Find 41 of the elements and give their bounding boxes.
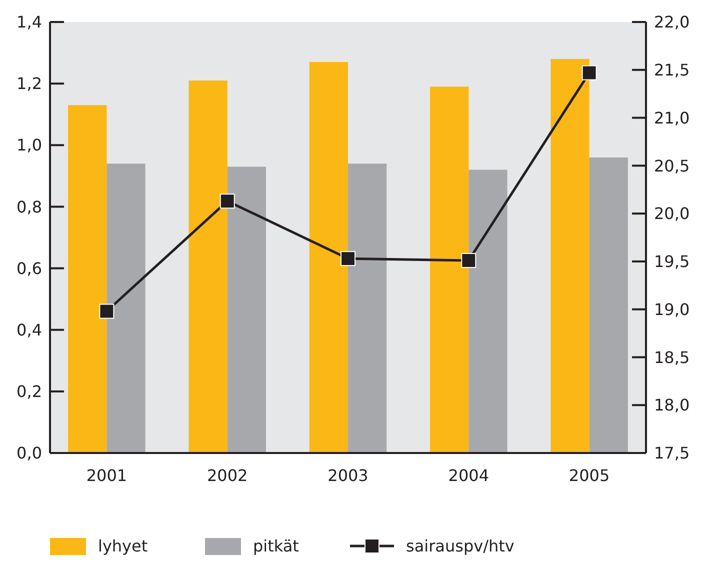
y-tick-label: 0,6 [16, 258, 42, 278]
bar [348, 164, 387, 453]
bar [430, 86, 469, 453]
y2-tick-label: 19,5 [654, 252, 690, 272]
bar [468, 170, 508, 453]
legend-label: pitkät [253, 536, 299, 556]
legend-label: lyhyet [98, 536, 148, 556]
point [461, 252, 476, 268]
y-tick-label: 1,0 [16, 136, 42, 155]
y2-tick-label: 21,0 [654, 108, 690, 128]
x-tick-label: 2003 [328, 466, 368, 485]
y2-tick-label: 17,5 [654, 444, 690, 463]
y-tick-label: 0,4 [16, 320, 42, 340]
bar [106, 164, 146, 453]
x-tick-label: 2004 [448, 466, 490, 485]
bar [550, 58, 590, 453]
legend-label: sairauspv/htv [406, 536, 514, 556]
y2-tick-label: 20,5 [654, 156, 690, 176]
y-tick-label: 0,8 [16, 197, 42, 216]
x-tick-label: 2005 [568, 466, 610, 485]
y2-tick-label: 22,0 [654, 12, 690, 32]
point [340, 251, 356, 266]
x-tick-label: 2002 [206, 466, 248, 485]
x-tick-label: 2001 [86, 466, 128, 485]
point [99, 304, 114, 319]
point [220, 194, 235, 209]
y-tick-label: 1,2 [16, 74, 42, 94]
y-tick-label: 0,2 [16, 382, 42, 402]
bar [309, 62, 348, 453]
y2-tick-label: 20,0 [654, 204, 690, 224]
y-tick-label: 0,0 [16, 444, 42, 463]
bar [68, 105, 107, 453]
y2-tick-label: 19,0 [654, 300, 690, 319]
y-tick-label: 1,4 [16, 12, 42, 32]
y2-tick-label: 21,5 [654, 60, 690, 80]
y2-tick-label: 18,0 [654, 396, 690, 415]
y2-tick-label: 18,5 [654, 348, 690, 367]
bar [227, 166, 266, 453]
bar [188, 80, 228, 453]
bar [589, 157, 628, 453]
point [582, 65, 597, 80]
